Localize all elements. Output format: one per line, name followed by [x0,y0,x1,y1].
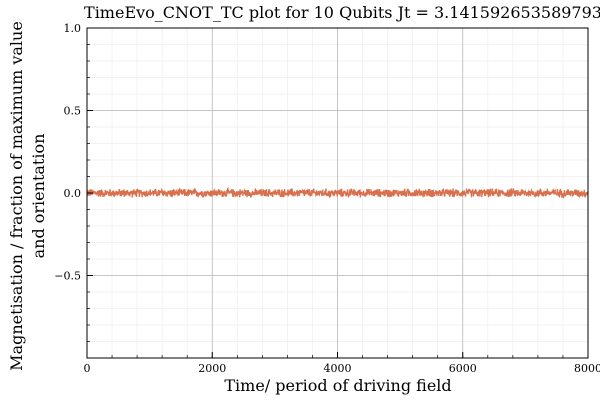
series-layer [86,187,589,199]
y-tick-label: −0.5 [54,270,81,283]
ticks-layer [86,27,589,359]
x-tick-label: 4000 [324,362,352,375]
x-tick-label: 8000 [574,362,600,375]
y-tick-label: 0.5 [64,105,82,118]
x-axis-label: Time/ period of driving field [224,376,451,395]
y-tick-label: 1.0 [64,22,82,35]
x-tick-label: 0 [84,362,91,375]
y-axis-label-line1: Magnetisation / fraction of maximum valu… [7,21,26,371]
x-tick-label: 6000 [449,362,477,375]
x-tick-label: 2000 [198,362,226,375]
chart-title: TimeEvo_CNOT_TC plot for 10 Qubits Jt = … [84,3,600,22]
tick-labels-layer: 0 2000 4000 6000 8000 −0.5 0.0 0.5 1.0 [54,22,600,375]
series-line [86,187,589,199]
y-axis-label-line2: and orientation [29,134,48,259]
y-tick-label: 0.0 [64,187,82,200]
